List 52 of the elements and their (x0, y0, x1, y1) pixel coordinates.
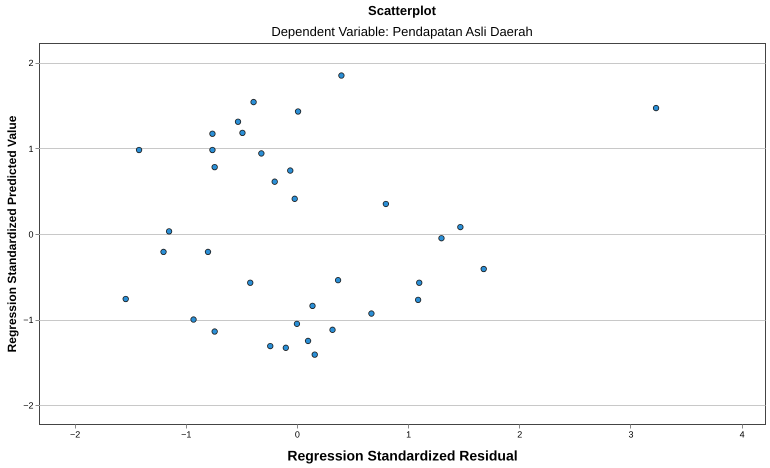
point (338, 72, 345, 79)
y-tick-label: 0 (28, 229, 34, 240)
point (294, 108, 302, 115)
y-axis-title: Regression Standardized Predicted Value (5, 115, 20, 352)
x-tick-label: 4 (740, 430, 745, 440)
point (652, 104, 660, 112)
point (334, 277, 342, 284)
y-tick-label: −1 (23, 315, 34, 326)
point (329, 326, 336, 333)
y-tick-label: 2 (28, 58, 34, 68)
point (190, 316, 197, 323)
point (258, 150, 264, 157)
point (267, 342, 274, 350)
x-tick-label: 2 (517, 430, 522, 440)
point (368, 310, 375, 317)
point (416, 280, 422, 286)
point (272, 178, 278, 185)
chart-title: Scatterplot (368, 3, 437, 18)
y-tick-label: 1 (28, 144, 34, 154)
point (247, 280, 254, 286)
point (212, 328, 218, 335)
y-tick-label: −2 (23, 400, 34, 411)
point (438, 235, 445, 242)
point (209, 130, 216, 137)
point (414, 296, 422, 303)
x-tick-label: 0 (294, 430, 300, 440)
chart-subtitle: Dependent Variable: Pendapatan Asli Daerah (271, 24, 533, 39)
point (294, 320, 300, 327)
point (234, 118, 242, 125)
point (382, 200, 390, 208)
point (480, 266, 487, 272)
point (209, 146, 216, 154)
point (212, 164, 218, 170)
point (204, 248, 212, 256)
point (122, 296, 129, 302)
point (239, 130, 246, 136)
point (136, 146, 142, 154)
point (457, 224, 464, 230)
x-tick-label: −2 (70, 430, 80, 440)
x-tick-label: 1 (406, 430, 412, 440)
x-tick-label: −1 (181, 430, 192, 440)
point (287, 167, 294, 174)
point (166, 228, 172, 234)
x-tick-label: 3 (628, 430, 634, 440)
point (250, 98, 257, 106)
x-axis-title: Regression Standardized Residual (287, 448, 518, 464)
point (160, 248, 167, 256)
point (309, 302, 316, 309)
point (282, 344, 289, 351)
point (292, 196, 298, 202)
point (304, 338, 312, 344)
point (312, 352, 318, 358)
